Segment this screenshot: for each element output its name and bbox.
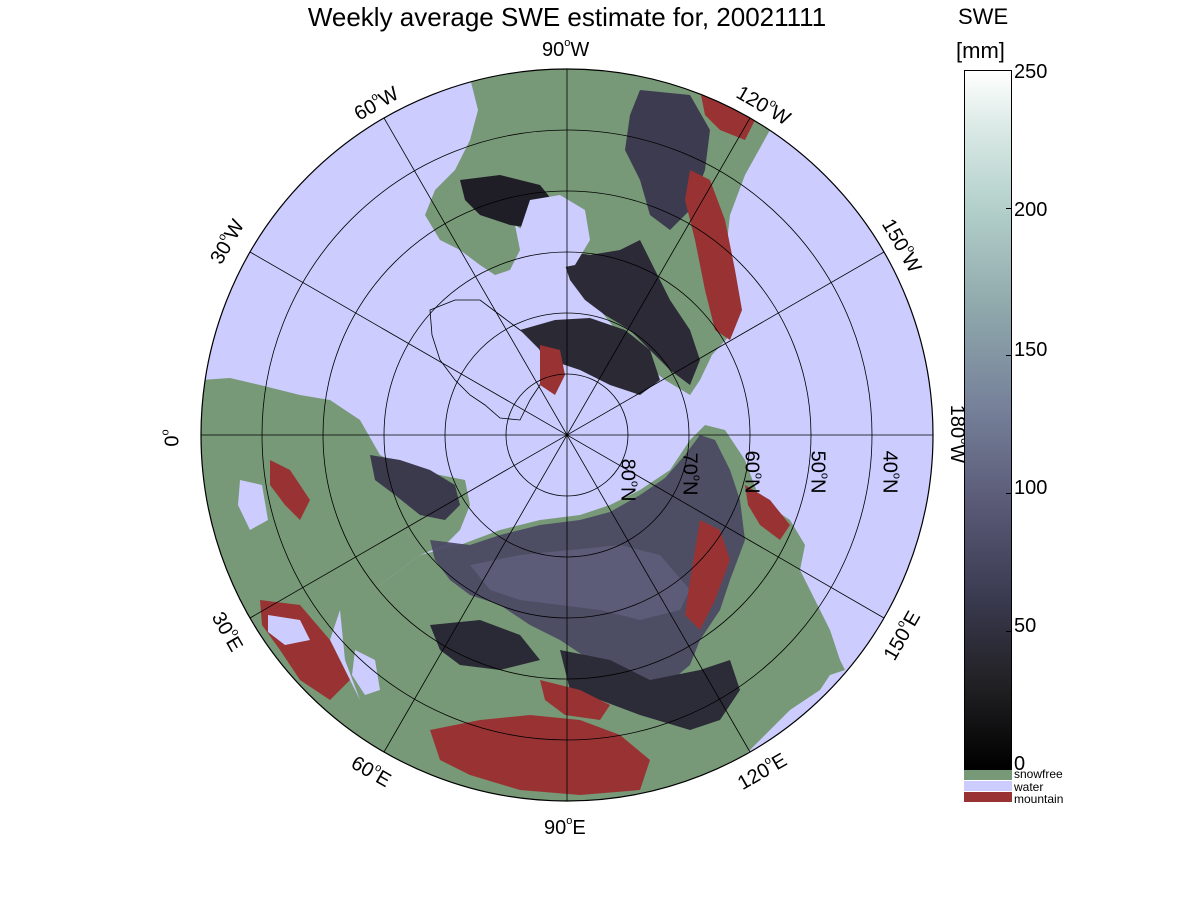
class-label-mountain: mountain: [1014, 792, 1064, 806]
class-label-snowfree: snowfree: [1014, 767, 1063, 781]
snow-cover-central-asia: [560, 650, 740, 730]
land-japan: [805, 600, 845, 675]
snow-cover-north-america: [560, 240, 700, 385]
colorbar-tick-label: 200: [1014, 199, 1048, 221]
black-sea: [268, 615, 310, 645]
land-greenland: [429, 299, 546, 421]
lon-label-90w: 90oW: [542, 37, 590, 61]
graticule: [201, 69, 933, 801]
lat-label-50n: 50oN: [806, 450, 831, 494]
snow-cover-canada-arctic: [520, 318, 660, 395]
caspian-sea: [352, 650, 380, 695]
mountain-central-asia: [540, 680, 610, 720]
swe-colorbar: [964, 70, 1012, 770]
mountain-scandinavia: [270, 460, 310, 520]
colorbar-tick-mark: [1006, 769, 1012, 770]
lat-label-80n: 80oN: [616, 458, 641, 502]
mountain-himalaya: [430, 715, 650, 795]
map-title: Weekly average SWE estimate for, 2002111…: [307, 2, 827, 32]
colorbar-tick-label: 0: [1014, 753, 1026, 775]
colorbar-tick-label: 50: [1014, 615, 1037, 637]
mountain-rockies: [685, 170, 742, 340]
lat-label-70n: 70oN: [678, 452, 703, 496]
class-swatch-water: [964, 781, 1012, 791]
baltic-sea: [238, 480, 268, 530]
mountain-east-siberia: [685, 520, 730, 630]
mountain-kamchatka: [745, 485, 790, 540]
lon-label-90e: 90oE: [544, 815, 586, 839]
mountain-greenland-coast: [540, 345, 565, 395]
lat-label-60n: 60oN: [740, 450, 765, 494]
colorbar-unit-top: SWE: [958, 4, 1009, 29]
class-swatch-snowfree: [964, 770, 1012, 780]
colorbar-tick-label: 100: [1014, 477, 1048, 499]
hudson-bay: [520, 195, 590, 270]
colorbar-tick-mark: [1006, 355, 1012, 356]
lon-label-0: 0o: [159, 429, 184, 447]
lat-label-40n: 40oN: [878, 450, 903, 494]
colorbar-tick-mark: [1006, 631, 1012, 632]
colorbar-tick-label: 250: [1014, 61, 1048, 83]
snow-cover-scandinavia: [370, 455, 460, 520]
snow-cover-asia-light: [470, 545, 690, 620]
class-swatch-mountain: [964, 792, 1012, 802]
colorbar-unit-bottom: [mm]: [956, 38, 1005, 63]
colorbar-tick-mark: [1006, 208, 1012, 209]
colorbar-tick-mark: [1006, 493, 1012, 494]
class-label-water: water: [1014, 780, 1044, 794]
colorbar-tick-label: 150: [1014, 339, 1048, 361]
map-boundary: [200, 68, 934, 802]
snow-cover-west-siberia: [430, 620, 540, 670]
